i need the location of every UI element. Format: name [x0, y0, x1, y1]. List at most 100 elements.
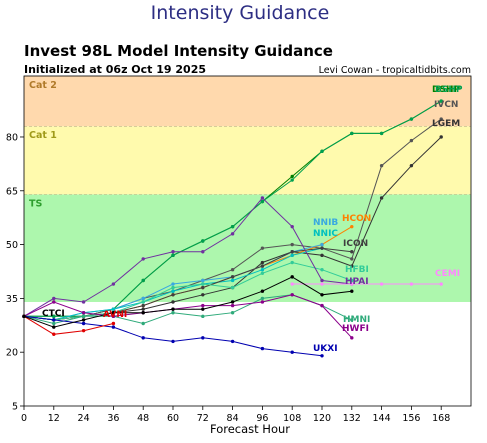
x-tick-label: 108: [283, 413, 301, 424]
y-tick-label: 50: [6, 240, 18, 251]
point-hpai: [171, 250, 175, 254]
series-label-hmni: HMNI: [343, 315, 370, 325]
point-lgem: [320, 253, 324, 258]
point-hfbi: [171, 285, 175, 290]
x-tick-label: 36: [107, 413, 119, 424]
series-line-ctci: [23, 276, 352, 328]
point-bshp: [409, 117, 414, 121]
point-nnic: [111, 307, 116, 311]
point-ctci: [320, 293, 324, 297]
point-icon: [260, 264, 265, 268]
point-bshp: [320, 149, 324, 154]
point-ivcn: [290, 242, 294, 247]
point-avni: [111, 321, 116, 326]
point-ivcn: [230, 267, 235, 272]
point-ctci: [141, 311, 145, 315]
point-dshp: [290, 174, 294, 179]
x-tick-label: 144: [373, 413, 391, 424]
point-hmni: [230, 311, 235, 315]
point-hwfi: [52, 300, 56, 304]
band-label-cat-2: Cat 2: [29, 80, 57, 91]
band-ts: [24, 194, 471, 302]
point-lgem: [171, 300, 175, 304]
point-ukxi: [52, 318, 56, 322]
point-ctci: [201, 307, 205, 311]
point-nnic: [260, 267, 265, 272]
point-ctci: [230, 300, 235, 304]
point-hfbi: [260, 271, 265, 275]
point-hpai: [290, 224, 294, 229]
point-ukxi: [260, 346, 265, 351]
point-ivcn: [350, 257, 354, 261]
point-bshp: [350, 131, 354, 136]
x-tick-label: 72: [197, 413, 209, 424]
band-label-cat-1: Cat 1: [29, 130, 57, 141]
point-hwfi: [320, 303, 324, 308]
series-label-bshp: BSHP: [435, 85, 463, 95]
point-nnib: [320, 242, 324, 247]
point-cemi: [350, 282, 354, 286]
y-tick-label: 20: [6, 348, 18, 359]
point-ukxi: [141, 336, 145, 340]
series-label-icon: ICON: [343, 239, 368, 249]
point-hfbi: [141, 300, 145, 304]
x-tick-label: 168: [432, 413, 450, 424]
point-hwfi: [230, 303, 235, 308]
series-label-avni: AVNI: [103, 310, 127, 320]
point-lgem: [379, 196, 384, 200]
x-axis-label: Forecast Hour: [210, 422, 290, 436]
series-line-hwfi: [23, 294, 353, 339]
point-ivcn: [379, 163, 384, 168]
page-heading: Intensity Guidance: [151, 2, 330, 24]
point-icon: [290, 250, 294, 254]
series-lines: [22, 99, 443, 358]
point-lgem: [201, 293, 205, 297]
chart-title: Invest 98L Model Intensity Guidance: [24, 42, 333, 60]
series-cemi: [290, 282, 443, 286]
point-hpai: [52, 296, 56, 301]
series-label-hfbi: HFBI: [345, 265, 369, 275]
point-ctci: [171, 307, 175, 311]
x-tick-label: 156: [402, 413, 420, 424]
series-line-ukxi: [23, 315, 323, 357]
x-tick-label: 60: [167, 413, 179, 424]
point-ukxi: [171, 339, 175, 344]
point-cemi: [320, 282, 324, 286]
x-tick-label: 96: [256, 413, 268, 424]
point-ukxi: [201, 336, 205, 340]
point-hwfi: [81, 311, 86, 315]
y-tick-label: 65: [6, 186, 18, 197]
series-label-nnib: NNIB: [313, 218, 338, 228]
point-bshp: [52, 314, 56, 319]
x-tick-label: 12: [48, 413, 60, 424]
series-hpai: [22, 196, 354, 319]
series-ukxi: [22, 314, 324, 358]
x-tick-label: 48: [137, 413, 149, 424]
point-hwfi: [350, 336, 354, 340]
point-ukxi: [81, 321, 86, 326]
point-ctci: [350, 289, 354, 293]
point-lgem: [141, 307, 145, 311]
intensity-bands: TS Cat 1 Cat 2: [24, 76, 471, 302]
point-bshp: [290, 178, 294, 182]
point-bshp: [379, 131, 384, 136]
point-icon: [141, 303, 145, 308]
point-ivcn: [409, 138, 414, 143]
point-cemi: [409, 282, 414, 286]
point-hwfi: [290, 293, 294, 297]
chart-axes: 0 12 24 36 48 60 72 84 96 108 120 132 144 156 168 5 20 35…: [6, 75, 472, 424]
x-tick-label: 84: [227, 413, 239, 424]
point-hfbi: [350, 278, 354, 283]
point-hfbi: [320, 267, 324, 272]
point-lgem: [409, 163, 414, 168]
series-line-avni: [23, 315, 114, 335]
point-cemi: [439, 282, 443, 286]
series-label-ivcn: IVCN: [434, 100, 458, 110]
point-hfbi: [230, 285, 235, 290]
point-ctci: [52, 325, 56, 329]
point-icon: [201, 285, 205, 290]
point-nnib: [171, 282, 175, 286]
point-hfbi: [201, 282, 205, 286]
